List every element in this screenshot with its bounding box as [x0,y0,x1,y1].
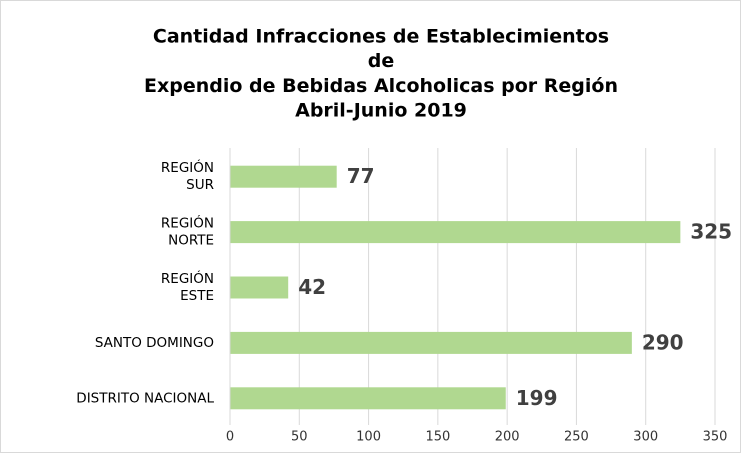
y-tick-label: SUR [186,177,214,193]
value-label: 290 [642,330,684,354]
y-tick-label: SANTO DOMINGO [95,335,214,351]
x-tick-label: 100 [356,430,381,445]
value-label: 42 [298,275,326,299]
bar [230,387,506,410]
x-tick-label: 0 [226,430,234,445]
x-tick-label: 300 [633,430,658,445]
x-tick-label: 200 [495,430,520,445]
y-tick-label: REGIÓN [161,269,214,287]
bar [230,331,632,354]
y-tick-label: ESTE [180,288,214,304]
bar [230,221,681,244]
x-tick-label: 350 [703,430,728,445]
bar [230,276,289,299]
x-tick-label: 150 [425,430,450,445]
value-label: 199 [516,386,558,410]
bar [230,165,337,188]
value-label: 77 [347,164,375,188]
value-label: 325 [690,220,732,244]
chart-title: Expendio de Bebidas Alcoholicas por Regi… [144,75,618,97]
chart-title: Cantidad Infracciones de Establecimiento… [153,26,609,48]
chart-title: de [368,50,395,72]
y-tick-label: NORTE [168,233,214,249]
y-tick-label: REGIÓN [161,158,214,176]
x-tick-label: 50 [291,430,308,445]
chart-title: Abril-Junio 2019 [295,100,467,122]
y-tick-label: DISTRITO NACIONAL [76,390,214,406]
y-tick-label: REGIÓN [161,214,214,232]
x-tick-label: 250 [564,430,589,445]
